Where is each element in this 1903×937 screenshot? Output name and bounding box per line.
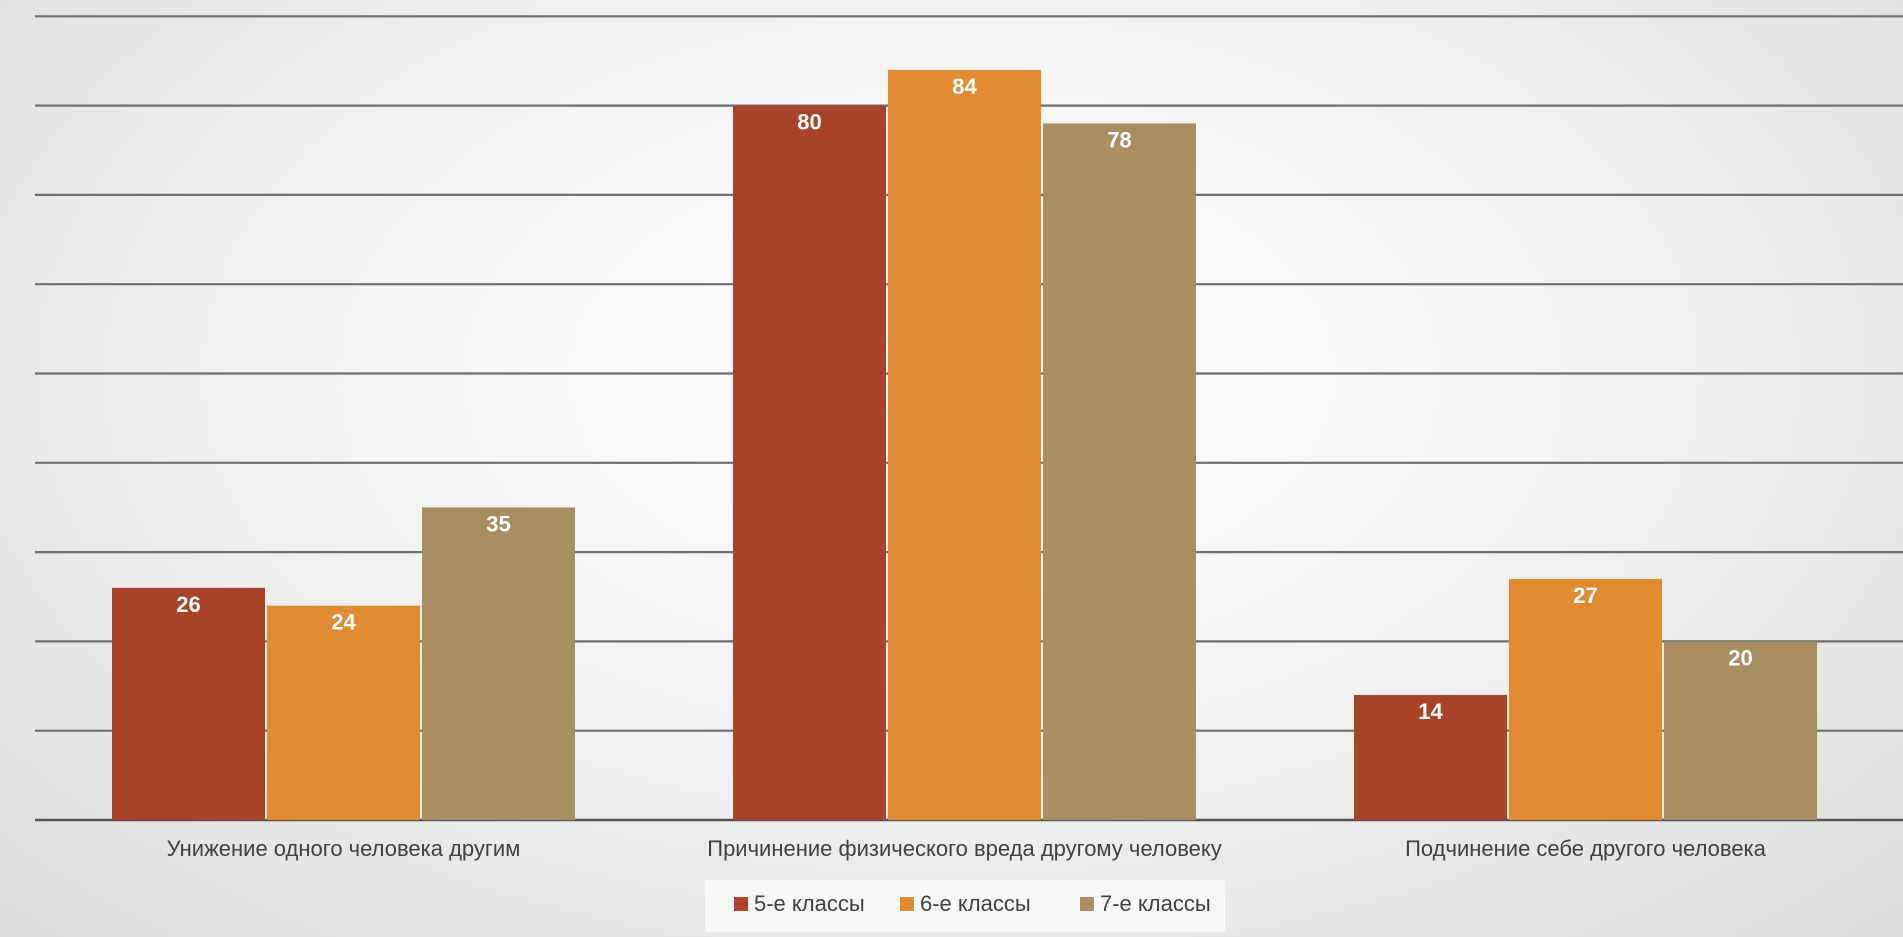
data-label-3-series-1: 14 — [1418, 699, 1443, 724]
category-labels: Унижение одного человека другим Причинени… — [167, 836, 1767, 861]
data-label-1-series-3: 35 — [486, 511, 510, 536]
legend-label-1: 5-е классы — [754, 891, 865, 916]
category-label-2: Причинение физического вреда другому чел… — [707, 836, 1222, 861]
data-label-3-series-2: 27 — [1573, 583, 1597, 608]
legend-swatch-2 — [900, 897, 914, 911]
bar-1-series-1 — [112, 587, 265, 820]
bar-2-series-3 — [1043, 123, 1196, 820]
legend-box — [705, 880, 1225, 932]
bar-3-series-3 — [1664, 641, 1817, 820]
data-label-3-series-3: 20 — [1728, 645, 1752, 670]
data-label-1-series-1: 26 — [176, 592, 200, 617]
data-label-2-series-2: 84 — [952, 74, 977, 99]
legend-swatch-1 — [734, 897, 748, 911]
bar-3-series-1 — [1354, 694, 1507, 820]
data-label-2-series-3: 78 — [1107, 127, 1131, 152]
bar-2-series-2 — [888, 69, 1041, 820]
legend: 5-е классы 6-е классы 7-е классы — [705, 880, 1225, 932]
data-labels: 26 24 35 80 84 78 14 27 20 — [176, 74, 1752, 724]
bar-1-series-3 — [422, 507, 575, 820]
legend-swatch-3 — [1080, 897, 1094, 911]
legend-label-3: 7-е классы — [1100, 891, 1211, 916]
legend-label-2: 6-е классы — [920, 891, 1031, 916]
bars — [112, 69, 1817, 821]
bar-2-series-1 — [733, 105, 886, 821]
data-label-1-series-2: 24 — [331, 610, 356, 635]
category-label-1: Унижение одного человека другим — [167, 836, 521, 861]
bar-3-series-2 — [1509, 578, 1662, 820]
bar-1-series-2 — [267, 605, 420, 820]
data-label-2-series-1: 80 — [797, 110, 821, 135]
category-label-3: Подчинение себе другого человека — [1405, 836, 1767, 861]
